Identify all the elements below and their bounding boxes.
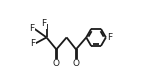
- Text: O: O: [73, 59, 79, 68]
- Text: O: O: [53, 59, 60, 68]
- Text: F: F: [41, 19, 47, 28]
- Text: F: F: [29, 24, 35, 33]
- Text: F: F: [107, 33, 112, 42]
- Text: F: F: [30, 39, 35, 48]
